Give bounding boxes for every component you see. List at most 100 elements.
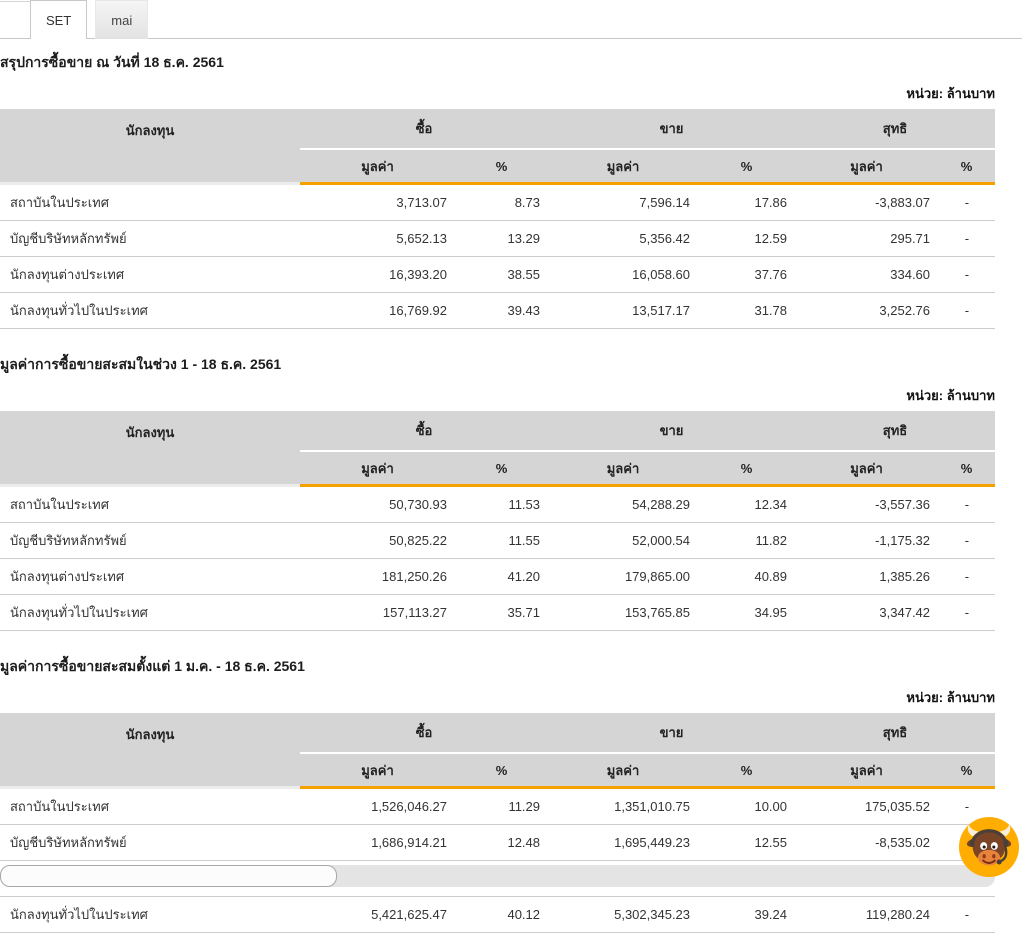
investor-name-cell: สถาบันในประเทศ xyxy=(0,183,300,221)
sell-percent-cell: 10.00 xyxy=(698,787,796,825)
net-value-cell: 3,252.76 xyxy=(795,292,939,329)
buy-value-cell: 1,526,046.27 xyxy=(300,787,455,825)
col-header-net: สุทธิ xyxy=(795,411,996,452)
section-title: มูลค่าการซื้อขายสะสมตั้งแต่ 1 ม.ค. - 18 … xyxy=(0,658,305,674)
table-row: นักลงทุนทั่วไปในประเทศ 5,421,625.47 40.1… xyxy=(0,896,996,933)
sell-value-cell: 54,288.29 xyxy=(548,485,699,523)
table-header-sub-row: มูลค่า % มูลค่า % มูลค่า % xyxy=(0,149,996,185)
sell-percent-cell: 12.59 xyxy=(698,220,796,257)
buy-percent-cell: 8.73 xyxy=(455,183,549,221)
net-value-cell: 119,280.24 xyxy=(795,896,939,933)
sell-value-cell: 1,695,449.23 xyxy=(548,824,699,861)
table-row: สถาบันในประเทศ 50,730.93 11.53 54,288.29… xyxy=(0,485,996,523)
buy-value-cell: 16,393.20 xyxy=(300,256,455,293)
table-row: บัญชีบริษัทหลักทรัพย์ 5,652.13 13.29 5,3… xyxy=(0,220,996,257)
scrollbar-thumb[interactable] xyxy=(0,865,337,887)
col-header-sell-percent: % xyxy=(698,753,796,789)
chat-mascot-button[interactable] xyxy=(958,816,1020,878)
sell-percent-cell: 37.76 xyxy=(698,256,796,293)
buy-value-cell: 50,825.22 xyxy=(300,522,455,559)
col-header-sell: ขาย xyxy=(548,411,796,452)
table-row: นักลงทุนทั่วไปในประเทศ 157,113.27 35.71 … xyxy=(0,594,996,631)
col-header-buy-percent: % xyxy=(455,753,549,789)
sell-percent-cell: 40.89 xyxy=(698,558,796,595)
buy-percent-cell: 13.29 xyxy=(455,220,549,257)
investor-name-cell: นักลงทุนทั่วไปในประเทศ xyxy=(0,292,300,329)
net-value-cell: 175,035.52 xyxy=(795,787,939,825)
table-row: บัญชีบริษัทหลักทรัพย์ 1,686,914.21 12.48… xyxy=(0,824,996,861)
col-header-sell: ขาย xyxy=(548,109,796,150)
investor-name-cell: บัญชีบริษัทหลักทรัพย์ xyxy=(0,522,300,559)
tab-bar: SET mai xyxy=(0,0,1022,39)
col-header-sell-value: มูลค่า xyxy=(548,451,699,487)
sell-percent-cell: 39.24 xyxy=(698,896,796,933)
buy-percent-cell: 12.48 xyxy=(455,824,549,861)
col-header-net-value: มูลค่า xyxy=(795,451,939,487)
sell-value-cell: 153,765.85 xyxy=(548,594,699,631)
col-header-investor: นักลงทุน xyxy=(0,713,300,789)
bull-mascot-icon xyxy=(958,816,1020,878)
table-row: นักลงทุนต่างประเทศ 16,393.20 38.55 16,05… xyxy=(0,256,996,293)
table-header-sub-row: มูลค่า % มูลค่า % มูลค่า % xyxy=(0,451,996,487)
buy-value-cell: 181,250.26 xyxy=(300,558,455,595)
net-percent-cell: - xyxy=(938,594,996,631)
buy-value-cell: 5,652.13 xyxy=(300,220,455,257)
col-header-net-percent: % xyxy=(938,451,996,487)
sell-percent-cell: 11.82 xyxy=(698,522,796,559)
investor-name-cell: นักลงทุนทั่วไปในประเทศ xyxy=(0,896,300,933)
buy-percent-cell: 11.53 xyxy=(455,485,549,523)
tab-set[interactable]: SET xyxy=(30,0,88,39)
sell-percent-cell: 34.95 xyxy=(698,594,796,631)
buy-percent-cell: 11.55 xyxy=(455,522,549,559)
content: สรุปการซื้อขาย ณ วันที่ 18 ธ.ค. 2561 หน่… xyxy=(0,52,996,933)
col-header-net: สุทธิ xyxy=(795,713,996,754)
buy-value-cell: 157,113.27 xyxy=(300,594,455,631)
buy-value-cell: 3,713.07 xyxy=(300,183,455,221)
col-header-investor: นักลงทุน xyxy=(0,109,300,185)
buy-value-cell: 1,686,914.21 xyxy=(300,824,455,861)
sell-value-cell: 7,596.14 xyxy=(548,183,699,221)
col-header-buy: ซื้อ xyxy=(300,713,549,754)
net-percent-cell: - xyxy=(938,292,996,329)
sell-percent-cell: 17.86 xyxy=(698,183,796,221)
col-header-net-value: มูลค่า xyxy=(795,753,939,789)
net-value-cell: -3,883.07 xyxy=(795,183,939,221)
buy-percent-cell: 38.55 xyxy=(455,256,549,293)
sell-percent-cell: 31.78 xyxy=(698,292,796,329)
sell-value-cell: 5,356.42 xyxy=(548,220,699,257)
tab-mai[interactable]: mai xyxy=(95,0,149,39)
col-header-net-percent: % xyxy=(938,753,996,789)
net-value-cell: -3,557.36 xyxy=(795,485,939,523)
unit-label: หน่วย: ล้านบาท xyxy=(906,388,995,403)
sell-value-cell: 13,517.17 xyxy=(548,292,699,329)
buy-value-cell: 50,730.93 xyxy=(300,485,455,523)
col-header-buy: ซื้อ xyxy=(300,411,549,452)
investor-name-cell: นักลงทุนทั่วไปในประเทศ xyxy=(0,594,300,631)
col-header-sell-percent: % xyxy=(698,451,796,487)
net-percent-cell: - xyxy=(938,183,996,221)
table-header-group-row: นักลงทุน ซื้อ ขาย สุทธิ xyxy=(0,109,996,185)
unit-label: หน่วย: ล้านบาท xyxy=(906,690,995,705)
section-title: มูลค่าการซื้อขายสะสมในช่วง 1 - 18 ธ.ค. 2… xyxy=(0,356,282,372)
investor-name-cell: สถาบันในประเทศ xyxy=(0,485,300,523)
table-header-group-row: นักลงทุน ซื้อ ขาย สุทธิ xyxy=(0,411,996,487)
col-header-sell: ขาย xyxy=(548,713,796,754)
col-header-buy-percent: % xyxy=(455,149,549,185)
investor-table-year: นักลงทุน ซื้อ ขาย สุทธิ มูลค่า % มูลค่า … xyxy=(0,713,996,933)
table-row: สถาบันในประเทศ 3,713.07 8.73 7,596.14 17… xyxy=(0,183,996,221)
col-header-sell-percent: % xyxy=(698,149,796,185)
net-value-cell: -8,535.02 xyxy=(795,824,939,861)
net-value-cell: -1,175.32 xyxy=(795,522,939,559)
net-percent-cell: - xyxy=(938,220,996,257)
table-row: บัญชีบริษัทหลักทรัพย์ 50,825.22 11.55 52… xyxy=(0,522,996,559)
sell-value-cell: 1,351,010.75 xyxy=(548,787,699,825)
buy-percent-cell: 39.43 xyxy=(455,292,549,329)
buy-value-cell: 5,421,625.47 xyxy=(300,896,455,933)
buy-percent-cell: 11.29 xyxy=(455,787,549,825)
table-header-sub-row: มูลค่า % มูลค่า % มูลค่า % xyxy=(0,753,996,789)
net-value-cell: 295.71 xyxy=(795,220,939,257)
net-value-cell: 334.60 xyxy=(795,256,939,293)
horizontal-scrollbar[interactable] xyxy=(0,865,995,887)
col-header-net-value: มูลค่า xyxy=(795,149,939,185)
col-header-buy-value: มูลค่า xyxy=(300,451,455,487)
